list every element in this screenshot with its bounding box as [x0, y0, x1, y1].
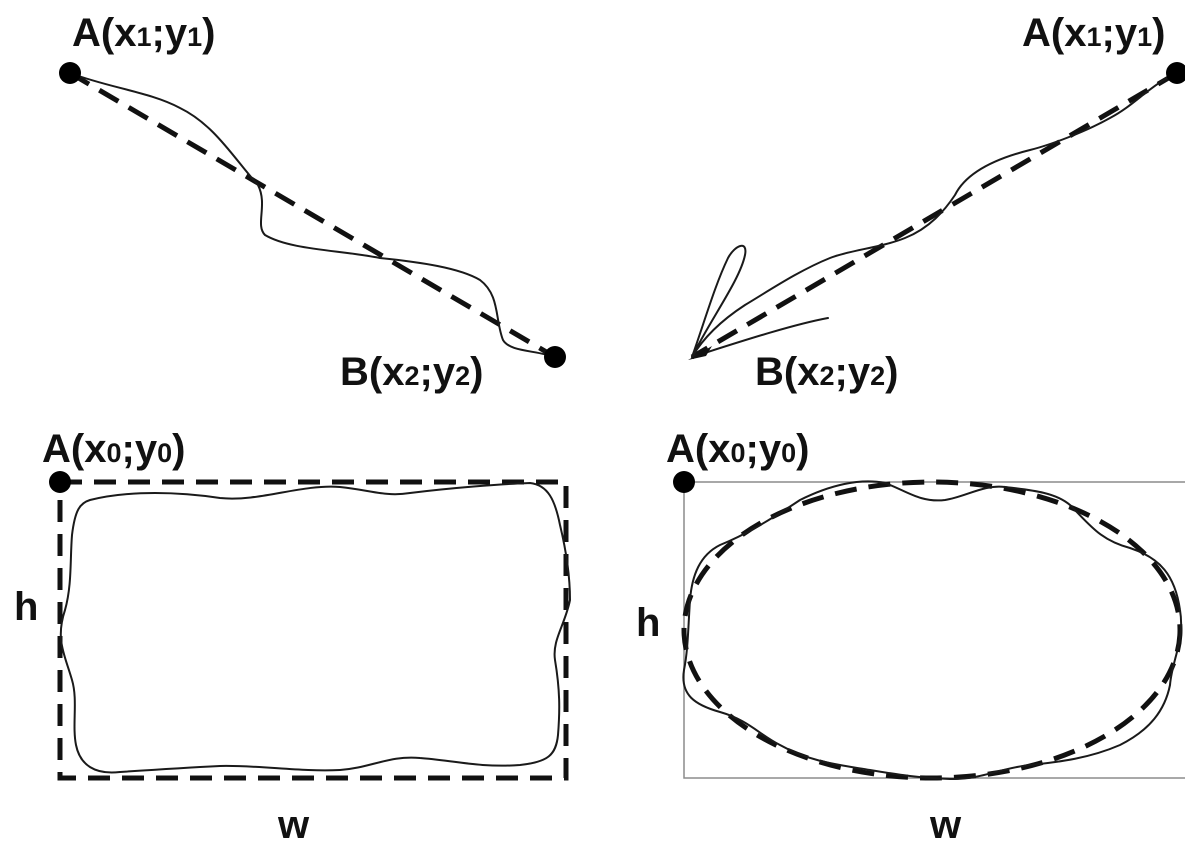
point-a-marker — [59, 62, 81, 84]
ideal-line-dashed — [68, 70, 557, 360]
point-b-label: B(x2;y2) — [755, 350, 898, 394]
point-a-marker — [49, 471, 71, 493]
panel-rectangle: A(x0;y0) h w — [14, 427, 571, 842]
panel-line-overshoot: A(x1;y1) B(x2;y2) — [688, 11, 1185, 394]
point-a-label: A(x0;y0) — [42, 427, 185, 471]
overshoot-ink-blot — [688, 346, 712, 360]
freehand-ellipse-stroke — [682, 480, 1183, 781]
height-label: h — [14, 585, 38, 629]
width-label: w — [277, 803, 310, 842]
point-b-label: B(x2;y2) — [340, 350, 483, 394]
freehand-line-stroke — [691, 72, 1178, 358]
point-a-marker — [673, 471, 695, 493]
point-a-label: A(x1;y1) — [72, 11, 215, 55]
point-a-label: A(x1;y1) — [1022, 11, 1165, 55]
freehand-line-stroke — [69, 72, 556, 358]
ideal-line-dashed — [690, 70, 1179, 360]
height-label: h — [636, 601, 660, 645]
panel-ellipse: A(x0;y0) h w — [636, 427, 1185, 842]
point-a-label: A(x0;y0) — [666, 427, 809, 471]
width-label: w — [929, 803, 962, 842]
panel-line-correct: A(x1;y1) B(x2;y2) — [59, 11, 566, 394]
point-b-marker — [544, 346, 566, 368]
ideal-rectangle-dashed — [57, 479, 569, 781]
point-a-marker — [1166, 62, 1185, 84]
freehand-rectangle-stroke — [59, 482, 571, 774]
freehand-overshoot-loop — [691, 244, 747, 358]
